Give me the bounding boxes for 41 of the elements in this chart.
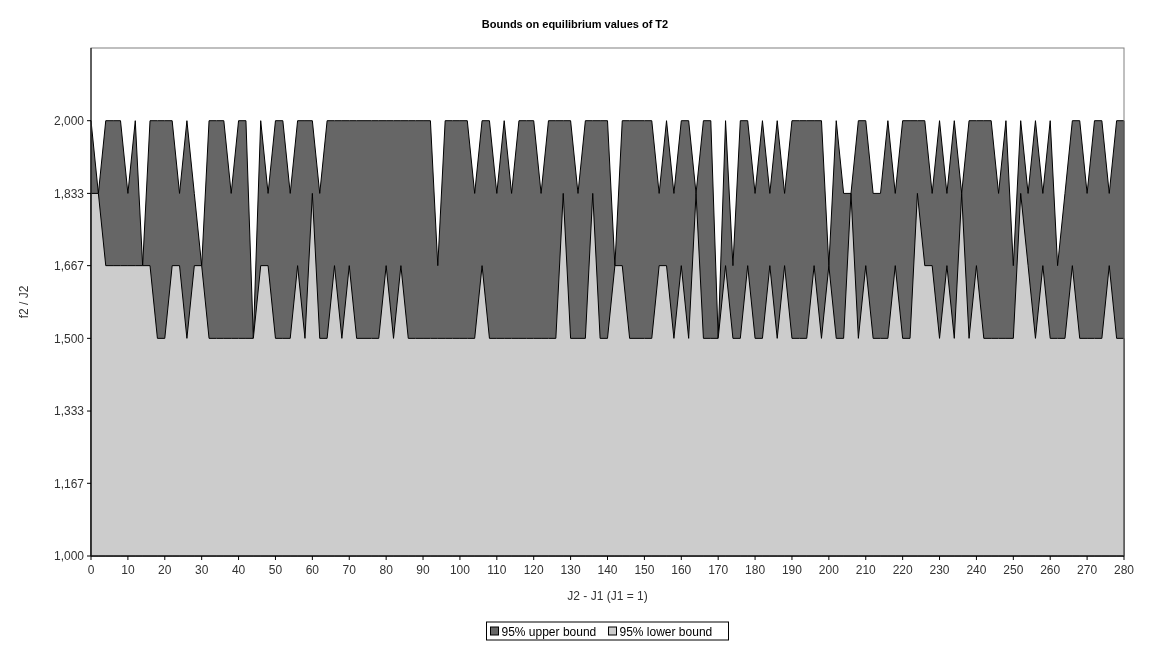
- legend-label: 95% lower bound: [619, 624, 713, 639]
- x-tick-label: 210: [855, 563, 877, 577]
- x-tick-label: 130: [560, 563, 581, 577]
- x-tick-label: 0: [87, 563, 95, 577]
- x-tick-label: 40: [231, 563, 246, 577]
- x-tick-label: 80: [379, 563, 394, 577]
- y-tick-label: 2,000: [53, 113, 85, 128]
- x-tick-label: 200: [818, 563, 840, 577]
- x-tick-label: 280: [1113, 563, 1135, 577]
- x-tick-label: 230: [929, 563, 950, 577]
- x-tick-label: 50: [268, 563, 283, 577]
- x-tick-label: 120: [523, 563, 545, 577]
- y-tick-label: 1,000: [53, 549, 85, 564]
- y-tick-label: 1,500: [53, 331, 85, 346]
- x-tick-label: 70: [342, 563, 357, 577]
- x-tick-label: 140: [597, 563, 618, 577]
- y-tick-label: 1,167: [53, 476, 85, 491]
- y-axis-title: f2 / J2: [17, 285, 31, 319]
- x-tick-label: 150: [634, 563, 655, 577]
- x-tick-label: 180: [745, 563, 766, 577]
- x-tick-label: 270: [1077, 563, 1098, 577]
- x-axis-title: J2 - J1 (J1 = 1): [567, 589, 648, 603]
- x-tick-label: 170: [708, 563, 729, 577]
- x-tick-label: 110: [487, 563, 507, 577]
- x-tick-label: 20: [158, 563, 172, 577]
- y-tick-label: 1,667: [53, 258, 85, 273]
- legend-label: 95% upper bound: [501, 624, 597, 639]
- x-tick-label: 190: [781, 563, 803, 577]
- x-tick-label: 260: [1040, 563, 1061, 577]
- x-tick-label: 160: [671, 563, 692, 577]
- chart-title: Bounds on equilibrium values of T2: [481, 18, 669, 30]
- x-tick-label: 90: [416, 563, 431, 577]
- x-tick-label: 60: [305, 563, 320, 577]
- x-tick-label: 250: [1003, 563, 1024, 577]
- y-tick-label: 1,833: [53, 186, 85, 201]
- x-tick-label: 10: [121, 563, 135, 577]
- x-tick-label: 30: [195, 563, 209, 577]
- x-tick-label: 100: [449, 563, 471, 577]
- x-tick-label: 240: [966, 563, 987, 577]
- x-tick-label: 220: [892, 563, 913, 577]
- y-tick-label: 1,333: [53, 404, 85, 419]
